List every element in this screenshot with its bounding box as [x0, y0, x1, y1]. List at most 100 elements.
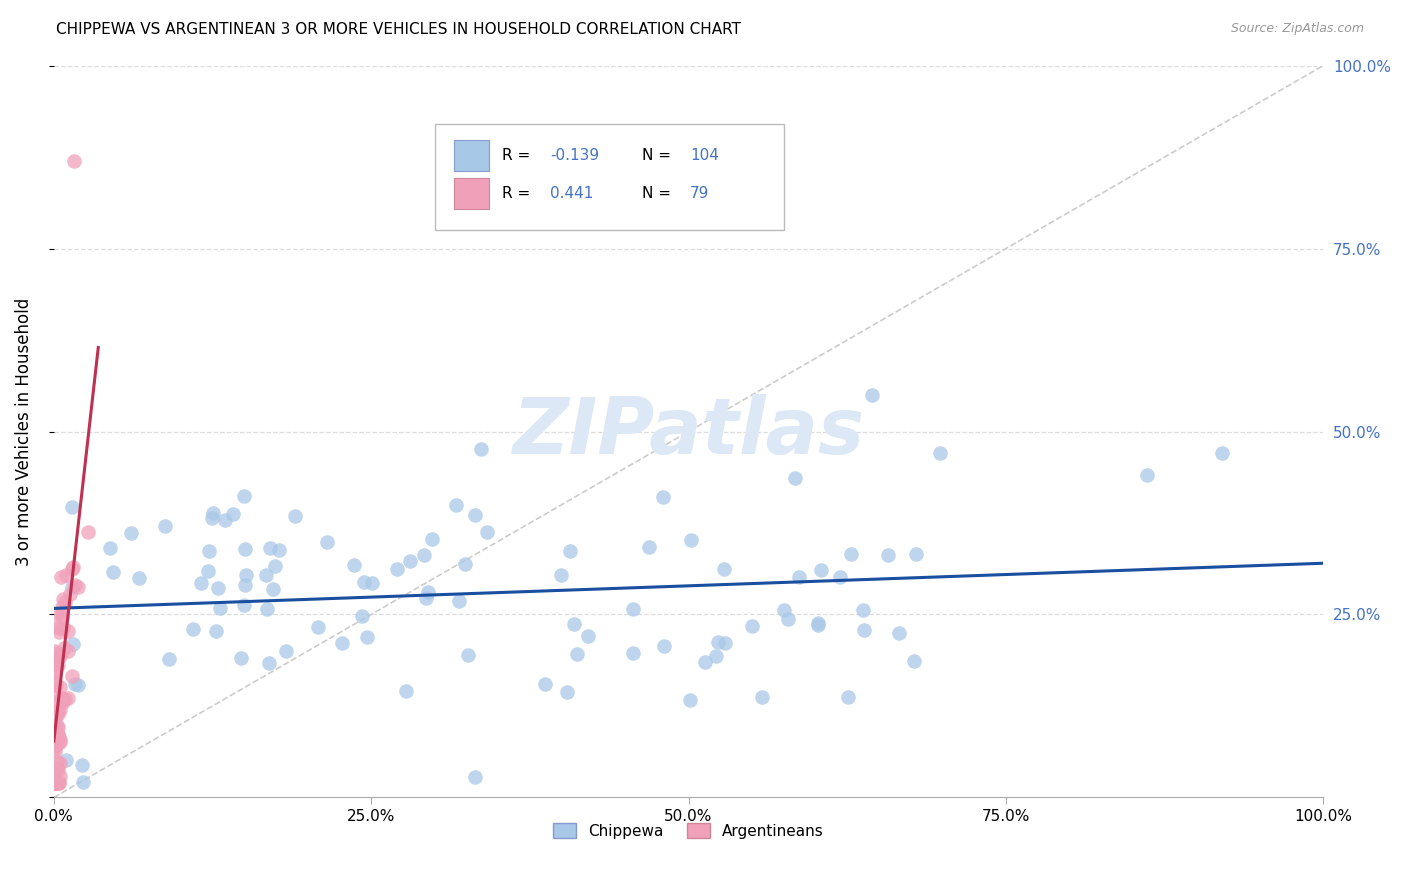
- Point: [555, 685, 578, 699]
- Point: [44, 763, 66, 777]
- Point: [807, 616, 830, 631]
- Point: [558, 543, 581, 558]
- Point: [713, 562, 735, 576]
- Point: [651, 491, 673, 505]
- Point: [48, 774, 70, 789]
- Point: [46, 658, 69, 673]
- Point: [44, 731, 66, 746]
- Point: [46, 755, 69, 769]
- Point: [202, 506, 225, 520]
- Point: [48, 621, 70, 635]
- Point: [852, 624, 875, 638]
- Text: N =: N =: [641, 186, 675, 202]
- Point: [837, 690, 859, 704]
- Text: 0.441: 0.441: [550, 186, 593, 202]
- Text: -0.139: -0.139: [550, 148, 599, 163]
- Point: [477, 524, 499, 539]
- Point: [420, 533, 443, 547]
- Point: [48, 730, 70, 744]
- Point: [45, 678, 67, 692]
- Point: [46, 720, 69, 734]
- Point: [205, 624, 228, 639]
- Text: 104: 104: [690, 148, 718, 163]
- Point: [751, 690, 773, 704]
- Point: [62, 637, 84, 651]
- Point: [55, 567, 77, 582]
- Point: [259, 541, 281, 555]
- Point: [1136, 468, 1159, 483]
- Point: [42, 742, 65, 756]
- Point: [262, 582, 284, 596]
- Legend: Chippewa, Argentineans: Chippewa, Argentineans: [547, 816, 830, 845]
- Point: [48, 732, 70, 747]
- Point: [638, 540, 661, 554]
- Point: [353, 575, 375, 590]
- Point: [412, 548, 434, 562]
- Point: [399, 554, 422, 568]
- Point: [42, 676, 65, 690]
- Point: [53, 692, 76, 706]
- Point: [44, 712, 66, 726]
- Point: [810, 563, 832, 577]
- Point: [454, 557, 477, 571]
- Point: [56, 644, 79, 658]
- Point: [45, 731, 67, 745]
- Point: [46, 719, 69, 733]
- Point: [229, 650, 252, 665]
- Point: [284, 509, 307, 524]
- Point: [62, 560, 84, 574]
- Point: [565, 647, 588, 661]
- Point: [785, 471, 807, 485]
- Point: [852, 603, 875, 617]
- Point: [267, 543, 290, 558]
- Point: [45, 619, 67, 633]
- FancyBboxPatch shape: [454, 140, 489, 171]
- FancyBboxPatch shape: [454, 178, 489, 209]
- Point: [256, 601, 278, 615]
- Point: [652, 639, 675, 653]
- Point: [120, 525, 142, 540]
- Point: [1211, 446, 1233, 460]
- Point: [274, 644, 297, 658]
- Point: [190, 575, 212, 590]
- Point: [49, 570, 72, 584]
- Point: [207, 581, 229, 595]
- Point: [45, 776, 67, 790]
- Point: [550, 567, 572, 582]
- Point: [929, 446, 952, 460]
- Point: [197, 544, 219, 558]
- Point: [58, 690, 80, 705]
- Point: [197, 564, 219, 578]
- Point: [444, 499, 467, 513]
- Point: [773, 603, 796, 617]
- Point: [46, 707, 69, 722]
- Point: [48, 649, 70, 664]
- Point: [693, 656, 716, 670]
- Point: [904, 547, 927, 561]
- Point: [46, 727, 69, 741]
- Text: 79: 79: [690, 186, 709, 202]
- Point: [51, 607, 73, 622]
- Point: [45, 706, 67, 721]
- Point: [830, 570, 852, 584]
- Point: [44, 744, 66, 758]
- Text: CHIPPEWA VS ARGENTINEAN 3 OR MORE VEHICLES IN HOUSEHOLD CORRELATION CHART: CHIPPEWA VS ARGENTINEAN 3 OR MORE VEHICL…: [56, 22, 741, 37]
- Text: R =: R =: [502, 186, 536, 202]
- Point: [45, 695, 67, 709]
- Point: [44, 665, 66, 679]
- Point: [49, 768, 72, 782]
- Point: [59, 587, 82, 601]
- Point: [62, 153, 84, 168]
- Point: [44, 731, 66, 745]
- Point: [350, 609, 373, 624]
- Point: [578, 629, 600, 643]
- Point: [49, 703, 72, 717]
- Y-axis label: 3 or more Vehicles in Household: 3 or more Vehicles in Household: [15, 297, 32, 566]
- Point: [48, 776, 70, 790]
- Point: [533, 677, 555, 691]
- Point: [807, 617, 830, 632]
- Point: [201, 511, 224, 525]
- Point: [44, 776, 66, 790]
- Point: [44, 689, 66, 703]
- Point: [98, 541, 121, 556]
